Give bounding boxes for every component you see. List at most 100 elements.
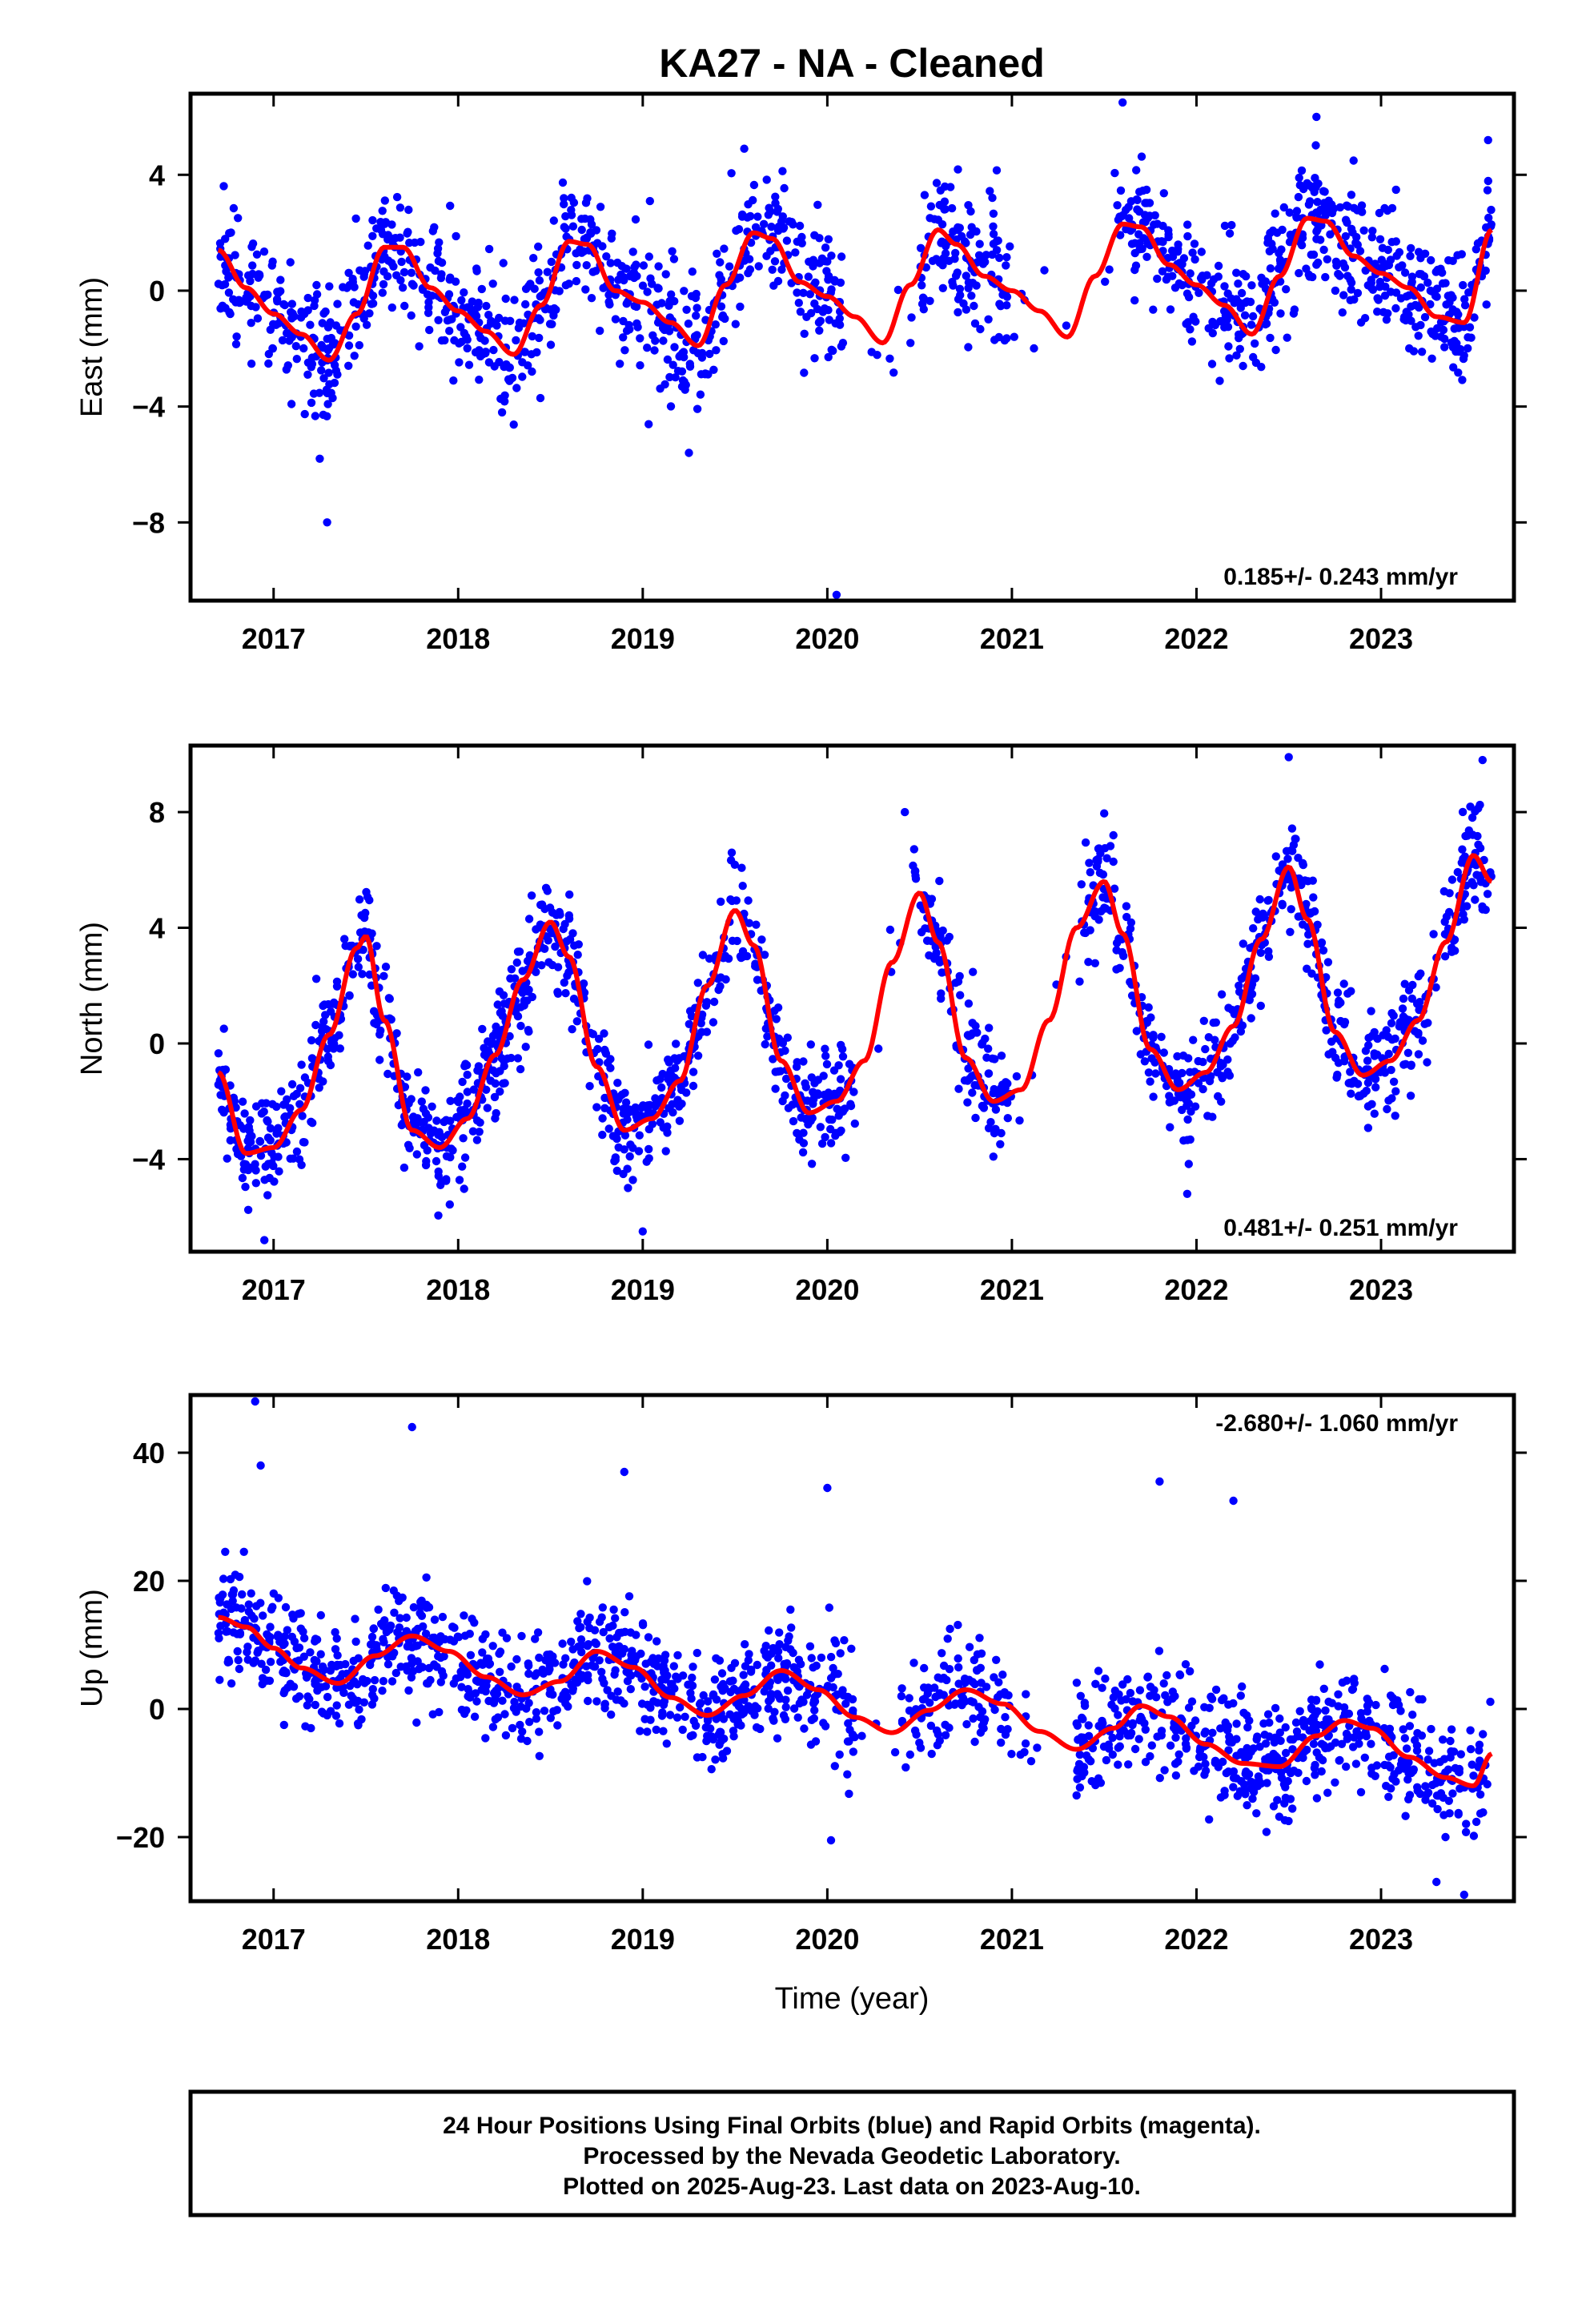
data-point (1436, 264, 1445, 273)
data-point (370, 1675, 379, 1685)
y-tick-label: 0 (149, 1693, 165, 1726)
data-point (1077, 880, 1086, 889)
data-point (233, 1149, 243, 1159)
data-point (823, 1682, 833, 1691)
data-point (424, 1663, 434, 1673)
data-point (510, 296, 519, 304)
data-point (396, 203, 405, 212)
data-point (1423, 1755, 1432, 1764)
data-point (1412, 1746, 1422, 1755)
data-point (773, 1675, 782, 1684)
data-point (625, 325, 634, 334)
data-point (1487, 205, 1496, 215)
data-point (1464, 344, 1472, 353)
data-point (1021, 1739, 1030, 1748)
data-point (817, 1653, 826, 1663)
data-point (286, 1154, 295, 1164)
data-point (753, 212, 762, 221)
data-point (378, 207, 387, 215)
data-point (734, 1702, 744, 1711)
data-point (223, 1600, 231, 1609)
data-point (1294, 1768, 1303, 1777)
data-point (1235, 1750, 1245, 1759)
data-point (926, 214, 934, 223)
data-point (1310, 1763, 1319, 1772)
data-point (815, 259, 824, 267)
data-point (1411, 300, 1420, 310)
data-point (482, 1655, 492, 1664)
data-point (1132, 1027, 1142, 1035)
data-point (897, 1691, 906, 1701)
data-point (1302, 899, 1311, 909)
data-point (1144, 1068, 1154, 1077)
data-point (1170, 1723, 1178, 1732)
data-point (1163, 1698, 1172, 1707)
data-point (1263, 234, 1273, 243)
data-point (830, 1762, 840, 1771)
data-point (628, 247, 637, 256)
data-point (434, 1167, 443, 1176)
data-point (810, 354, 819, 363)
data-point (536, 393, 545, 403)
data-point (938, 220, 947, 229)
data-point (1094, 1722, 1103, 1731)
data-point (366, 1640, 375, 1649)
data-point (331, 366, 340, 375)
data-point (1242, 271, 1251, 281)
data-point (1391, 1112, 1399, 1120)
data-point (1247, 1014, 1255, 1023)
data-point (248, 261, 257, 270)
data-point (789, 1116, 798, 1126)
data-point (773, 1003, 783, 1012)
data-point (561, 224, 570, 233)
data-point (351, 1699, 360, 1707)
data-point (800, 368, 809, 377)
data-point (491, 1079, 500, 1088)
data-point (246, 1116, 255, 1125)
data-point (1340, 1709, 1350, 1718)
data-point (1161, 1691, 1170, 1700)
data-point (1221, 311, 1231, 320)
data-point (311, 412, 319, 420)
data-point (1332, 261, 1341, 270)
data-point (1243, 1801, 1251, 1810)
data-point (752, 920, 761, 929)
data-point (1283, 1776, 1292, 1786)
data-point (309, 389, 319, 398)
data-point (1419, 271, 1429, 281)
data-point (1232, 268, 1241, 277)
data-point (360, 1679, 369, 1687)
data-point (1331, 286, 1340, 296)
data-point (840, 1636, 849, 1645)
data-point (1418, 1036, 1427, 1045)
data-point (757, 935, 766, 944)
data-point (563, 971, 572, 980)
data-point (928, 256, 938, 265)
data-point (996, 1690, 1005, 1699)
data-point (711, 320, 720, 329)
x-tick-label: 2019 (611, 1923, 675, 1956)
data-point (1175, 1671, 1185, 1679)
data-point (837, 1126, 845, 1136)
data-point (572, 1017, 581, 1026)
data-point (500, 1079, 509, 1088)
data-point (405, 1144, 414, 1153)
data-point (1458, 845, 1467, 854)
data-point (1186, 1667, 1195, 1676)
data-point (774, 1691, 783, 1701)
data-point (668, 247, 677, 255)
data-point (1448, 256, 1457, 265)
data-point (1373, 308, 1382, 316)
data-point (221, 235, 230, 243)
data-point (813, 1090, 823, 1100)
data-point (941, 205, 950, 214)
data-point (667, 290, 676, 299)
data-point (770, 257, 780, 266)
data-point (1353, 288, 1363, 298)
data-point (1347, 285, 1355, 294)
data-point (1387, 1009, 1396, 1018)
data-point (231, 1570, 240, 1579)
data-point (951, 248, 960, 258)
data-point (767, 223, 776, 231)
data-point (1010, 332, 1019, 341)
